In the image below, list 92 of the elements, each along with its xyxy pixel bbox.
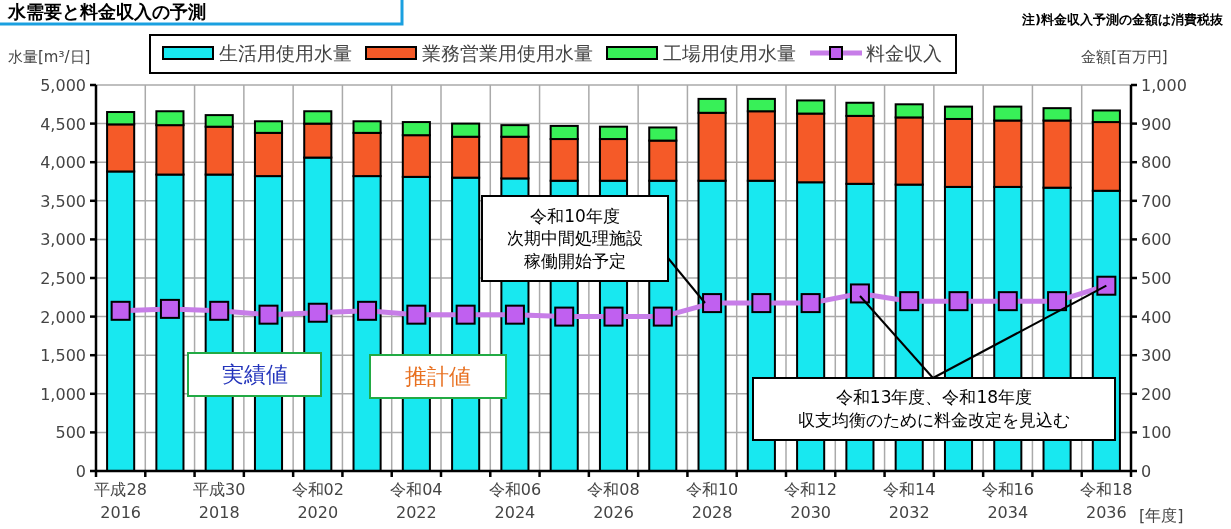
legend-label: 生活用使用水量 xyxy=(219,42,352,64)
bar xyxy=(204,114,234,128)
point xyxy=(1047,291,1068,312)
x-tick-label: 平成30 2018 xyxy=(193,480,246,522)
x-tick-label: 令和08 2026 xyxy=(587,480,640,522)
bar xyxy=(648,126,678,142)
bar xyxy=(549,124,579,141)
x-tick-label: 令和04 2022 xyxy=(390,480,443,522)
y-tick-label: 3,500 xyxy=(40,191,86,211)
y2-tick-label: 400 xyxy=(1141,307,1172,327)
x-axis-title: [年度] xyxy=(1139,506,1184,525)
y-tick-label: 4,500 xyxy=(40,114,86,134)
y2-tick-label: 800 xyxy=(1141,153,1172,173)
bar xyxy=(253,120,284,134)
x-tick-label: 令和16 2034 xyxy=(981,480,1034,522)
y2-tick-label: 500 xyxy=(1141,269,1172,288)
bar xyxy=(401,121,431,137)
legend-label: 料金収入 xyxy=(866,42,942,64)
point xyxy=(110,300,131,321)
bar xyxy=(993,105,1023,122)
y-tick-label: 500 xyxy=(55,423,86,443)
legend-label: 工場用使用水量 xyxy=(663,42,796,64)
point xyxy=(258,304,279,325)
bar xyxy=(303,110,333,125)
bar xyxy=(1091,109,1121,124)
point xyxy=(751,293,772,314)
legend-label: 業務営業用使用水量 xyxy=(422,42,593,64)
annotation: 令和13年度、令和18年度 xyxy=(835,387,1033,408)
point xyxy=(849,283,870,304)
point xyxy=(800,293,821,314)
point xyxy=(504,304,525,325)
y2-tick-label: 900 xyxy=(1141,114,1172,134)
bar xyxy=(894,103,924,119)
point xyxy=(948,291,969,312)
point xyxy=(554,306,575,327)
annotation: 令和10年度 xyxy=(530,205,620,226)
y-tick-label: 2,000 xyxy=(40,307,86,327)
x-tick-label: 令和14 2032 xyxy=(883,480,936,522)
y-tick-label: 3,000 xyxy=(40,230,86,250)
point xyxy=(209,300,230,321)
point xyxy=(603,306,624,327)
bar xyxy=(1042,107,1072,122)
y-tick-label: 4,000 xyxy=(40,153,86,173)
y2-tick-label: 200 xyxy=(1141,384,1172,404)
y-tick-label: 1,500 xyxy=(40,346,86,366)
y-axis-title: 水量[m³/日] xyxy=(8,48,91,66)
point xyxy=(357,300,378,321)
bar xyxy=(500,124,530,138)
x-tick-label: 令和10 2028 xyxy=(685,480,739,522)
point xyxy=(652,306,673,327)
text: 注)料金収入予測の金額は消費税抜 xyxy=(1021,12,1224,27)
bar xyxy=(598,125,629,141)
point xyxy=(406,304,427,325)
y-tick-label: 0 xyxy=(75,462,86,481)
x-tick-label: 令和18 2036 xyxy=(1080,480,1133,522)
x-tick-label: 令和06 2024 xyxy=(488,480,542,522)
x-tick-label: 令和02 2020 xyxy=(291,480,344,522)
y2-tick-label: 600 xyxy=(1141,230,1172,250)
annotation: 実績値 xyxy=(187,352,322,397)
y-tick-label: 5,000 xyxy=(40,76,86,95)
point xyxy=(307,302,328,323)
annotation: 推計値 xyxy=(369,354,507,399)
annotation: 実績値 xyxy=(221,362,288,388)
y-tick-label: 1,000 xyxy=(40,384,86,404)
bar xyxy=(697,97,727,114)
point xyxy=(702,293,723,314)
bar xyxy=(451,122,481,138)
x-tick-label: 令和12 2030 xyxy=(784,480,837,522)
bar xyxy=(943,105,974,120)
bar xyxy=(352,120,382,134)
annotation: 収支均衡のために料金改定を見込む xyxy=(798,410,1070,431)
y2-tick-label: 1,000 xyxy=(1141,76,1187,95)
y2-tick-label: 0 xyxy=(1141,462,1152,481)
bar xyxy=(845,101,875,117)
chart-title: 水需要と料金収入の予測 xyxy=(7,1,206,22)
y2-axis-title: 金額[百万円] xyxy=(1081,48,1168,66)
x-tick-label: 平成28 2016 xyxy=(94,480,147,522)
point xyxy=(899,291,920,312)
y2-tick-label: 700 xyxy=(1141,191,1172,211)
bar xyxy=(106,111,136,126)
annotation: 次期中間処理施設稼働開始予定 xyxy=(507,228,643,272)
y-tick-label: 2,500 xyxy=(40,269,86,288)
bar xyxy=(746,97,776,113)
point xyxy=(997,291,1018,312)
annotation: 推計値 xyxy=(405,364,471,390)
bar xyxy=(155,110,185,127)
point xyxy=(455,304,476,325)
bar xyxy=(796,99,826,115)
y2-tick-label: 100 xyxy=(1141,423,1172,443)
point xyxy=(159,298,180,319)
y2-tick-label: 300 xyxy=(1141,346,1172,366)
point xyxy=(1096,275,1117,296)
